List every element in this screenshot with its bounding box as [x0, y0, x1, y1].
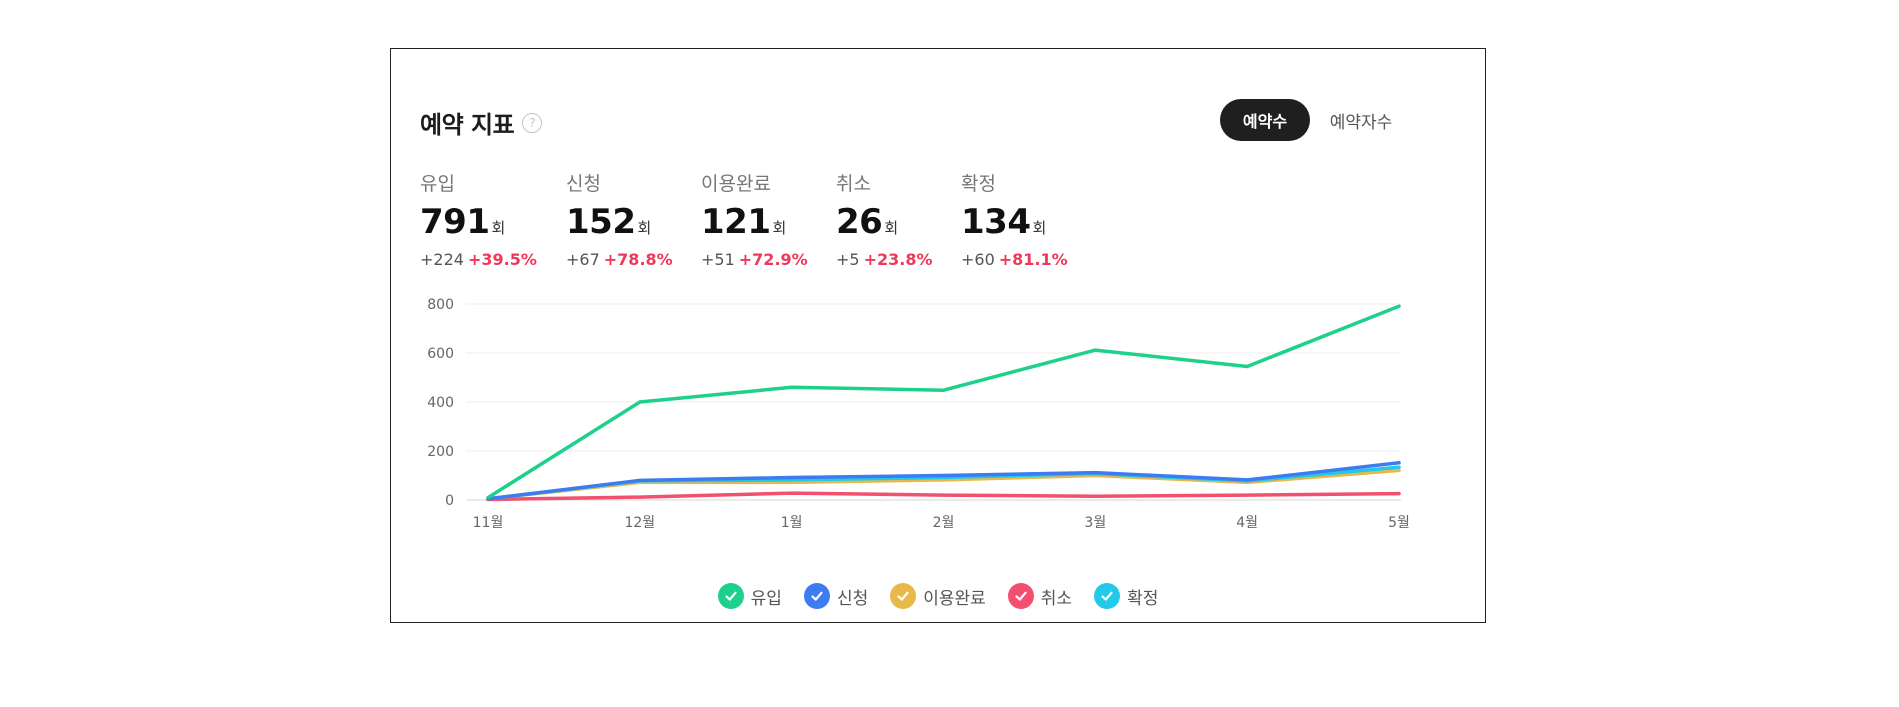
series-line-1[interactable] — [486, 304, 1401, 500]
line-chart: 0 200 400 600 800 11월 12월 1월 2월 3월 4월 5월 — [427, 297, 1410, 531]
check-icon — [1094, 583, 1121, 609]
metric-completed: 이용완료 121 회 +51 +72.9% — [701, 169, 808, 269]
y-tick-label: 600 — [427, 346, 454, 362]
metric-value: 791 회 — [420, 202, 505, 242]
card-title-text: 예약 지표 — [420, 111, 515, 139]
legend-label: 신청 — [836, 588, 869, 609]
y-tick-label: 0 — [445, 493, 454, 509]
x-tick-label: 3월 — [1084, 515, 1106, 531]
chart-legend: 유입 신청 이용완료 취소 확정 — [391, 583, 1485, 609]
x-tick-label: 2월 — [933, 515, 955, 531]
metric-delta: +5 +23.8% — [836, 250, 933, 269]
toggle-reservation-count[interactable]: 예약수 — [1220, 99, 1310, 141]
check-icon — [890, 583, 917, 609]
y-tick-label: 400 — [427, 395, 454, 411]
legend-item[interactable]: 신청 — [803, 583, 869, 609]
reservation-metrics-card: 예약 지표 ? 예약수 예약자수 유입 791 회 +224 +39.5% 신청 1… — [390, 48, 1486, 623]
toggle-reserver-count[interactable]: 예약자수 — [1329, 112, 1393, 133]
metric-cancel: 취소 26 회 +5 +23.8% — [836, 169, 933, 269]
metric-value: 26 회 — [836, 202, 898, 242]
metric-delta: +67 +78.8% — [566, 250, 673, 269]
x-tick-label: 5월 — [1388, 515, 1410, 531]
legend-item[interactable]: 이용완료 — [890, 583, 986, 609]
series-line-4[interactable] — [486, 491, 1401, 502]
metric-label: 신청 — [566, 173, 601, 195]
y-tick-label: 800 — [427, 297, 454, 313]
metric-label: 확정 — [961, 173, 996, 195]
metric-delta: +224 +39.5% — [420, 250, 537, 269]
legend-label: 유입 — [750, 588, 782, 609]
legend-item[interactable]: 확정 — [1094, 583, 1158, 609]
metric-value: 134 회 — [961, 202, 1046, 242]
metric-confirmed: 확정 134 회 +60 +81.1% — [961, 169, 1068, 269]
metric-inflow: 유입 791 회 +224 +39.5% — [420, 169, 537, 269]
series-line-2[interactable] — [486, 461, 1401, 501]
metric-apply: 신청 152 회 +67 +78.8% — [566, 169, 673, 269]
metric-value: 152 회 — [566, 202, 651, 242]
metric-delta: +60 +81.1% — [961, 250, 1068, 269]
metric-value: 121 회 — [701, 202, 786, 242]
check-icon — [1007, 583, 1034, 609]
metric-label: 유입 — [420, 173, 455, 195]
y-tick-label: 200 — [427, 444, 454, 460]
legend-item[interactable]: 취소 — [1007, 583, 1073, 609]
x-tick-label: 12월 — [624, 515, 655, 531]
check-icon — [803, 583, 830, 609]
x-tick-label: 4월 — [1236, 515, 1258, 531]
check-icon — [717, 583, 744, 609]
metric-label: 취소 — [836, 173, 871, 195]
legend-label: 이용완료 — [923, 588, 986, 609]
x-tick-label: 1월 — [781, 515, 803, 531]
metric-delta: +51 +72.9% — [701, 250, 808, 269]
x-tick-label: 11월 — [473, 515, 504, 531]
legend-label: 취소 — [1040, 588, 1073, 609]
metric-label: 이용완료 — [701, 173, 771, 195]
card-title: 예약 지표 ? — [420, 105, 543, 140]
help-icon[interactable]: ? — [522, 112, 543, 133]
legend-label: 확정 — [1127, 588, 1159, 609]
legend-item[interactable]: 유입 — [717, 583, 782, 609]
